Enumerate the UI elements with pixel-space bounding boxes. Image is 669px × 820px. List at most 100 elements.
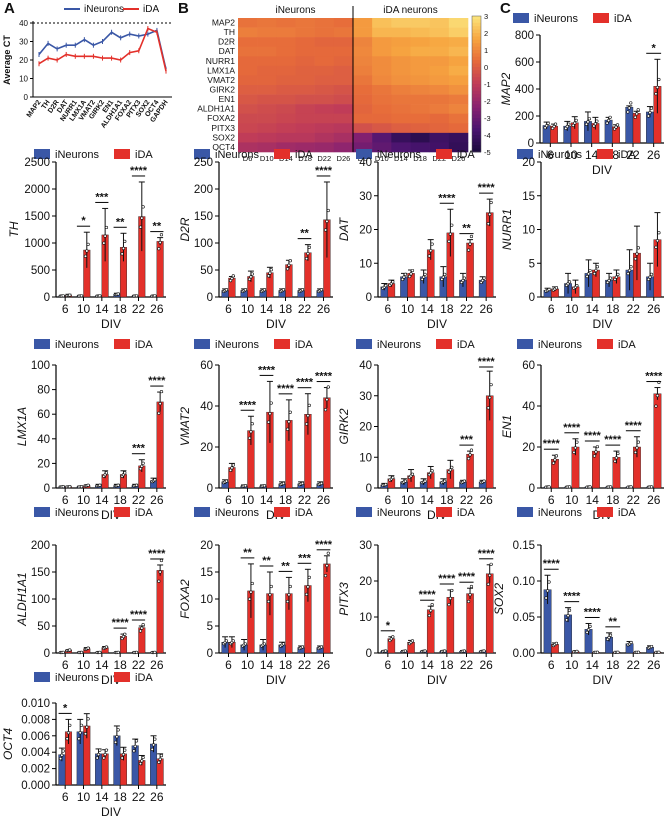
heatmap-cell bbox=[295, 94, 315, 105]
data-point bbox=[545, 589, 550, 593]
data-point bbox=[307, 403, 311, 407]
data-point bbox=[249, 430, 253, 434]
significance-label: **** bbox=[112, 617, 130, 629]
data-point bbox=[86, 646, 90, 650]
significance-label: **** bbox=[277, 383, 295, 395]
heatmap-cell bbox=[333, 123, 354, 134]
data-point bbox=[269, 268, 273, 272]
heatmap-cell bbox=[276, 113, 296, 124]
data-point bbox=[573, 446, 578, 450]
colorbar-segment bbox=[472, 107, 481, 112]
data-point bbox=[157, 579, 161, 583]
heatmap-cell bbox=[448, 123, 469, 134]
colorbar-tick-label: -5 bbox=[484, 148, 491, 157]
data-point bbox=[140, 759, 144, 763]
colorbar-segment bbox=[472, 26, 481, 30]
heatmap-cell bbox=[257, 123, 277, 134]
data-point bbox=[629, 485, 633, 489]
x-tick-label: 10 bbox=[565, 658, 579, 672]
legend-label-ineurons: iNeurons bbox=[377, 507, 422, 519]
significance-label: **** bbox=[315, 539, 333, 551]
data-point bbox=[467, 248, 471, 252]
heatmap-cell bbox=[372, 94, 392, 105]
data-point bbox=[443, 479, 447, 483]
y-tick-label: 0.00 bbox=[513, 648, 535, 660]
data-point bbox=[636, 108, 640, 112]
heatmap-cell bbox=[429, 113, 450, 124]
legend-label-ida: iDA bbox=[295, 149, 313, 161]
column-label: D6 bbox=[243, 154, 253, 163]
data-point bbox=[649, 272, 654, 276]
heatmap-cell bbox=[333, 56, 354, 67]
heatmap-cell bbox=[429, 94, 450, 105]
data-point bbox=[86, 483, 90, 487]
x-tick-label: 14 bbox=[260, 302, 274, 316]
legend-label-ida: iDA bbox=[135, 507, 153, 519]
data-point bbox=[567, 122, 571, 126]
colorbar-segment bbox=[472, 141, 481, 146]
colorbar-segment bbox=[472, 60, 481, 64]
data-point bbox=[626, 110, 630, 114]
y-tick-label: 0 bbox=[528, 138, 534, 150]
data-point bbox=[447, 470, 451, 474]
data-point bbox=[83, 732, 88, 736]
data-point bbox=[586, 272, 591, 276]
colorbar-segment bbox=[472, 148, 481, 153]
heatmap-cell bbox=[391, 65, 411, 76]
data-point bbox=[262, 642, 267, 646]
y-axis-gene-label: EN1 bbox=[500, 415, 514, 438]
legend-swatch-ida bbox=[436, 339, 452, 349]
significance-label: * bbox=[652, 42, 657, 54]
heatmap-cell bbox=[410, 113, 430, 124]
x-tick-label: 10 bbox=[77, 493, 91, 507]
y-axis-gene-label: LMX1A bbox=[15, 407, 29, 446]
data-point bbox=[79, 485, 84, 489]
x-tick-label: 18 bbox=[113, 302, 127, 316]
y-tick-label: 15 bbox=[522, 191, 535, 203]
heatmap-cell bbox=[257, 132, 277, 143]
heatmap-cell bbox=[448, 37, 469, 48]
colorbar-segment bbox=[472, 84, 481, 88]
data-point bbox=[288, 410, 292, 414]
significance-label: **** bbox=[258, 364, 276, 376]
x-tick-label: 18 bbox=[113, 493, 127, 507]
colorbar-segment bbox=[472, 67, 481, 71]
legend-swatch-ineurons bbox=[194, 149, 210, 159]
heatmap-cell bbox=[372, 75, 392, 86]
panel-label-c: C bbox=[500, 0, 511, 17]
y-tick-label: 40 bbox=[37, 434, 50, 446]
data-point bbox=[482, 649, 486, 653]
x-tick-label: 6 bbox=[547, 148, 554, 162]
heatmap-cell bbox=[410, 104, 430, 115]
y-tick-label: 80 bbox=[37, 385, 50, 397]
heatmap-cell bbox=[238, 94, 258, 105]
data-point bbox=[83, 254, 88, 258]
x-tick-label: 26 bbox=[317, 658, 331, 672]
bar-ida bbox=[323, 397, 331, 489]
data-point bbox=[391, 280, 395, 284]
y-axis-gene-label: TH bbox=[7, 221, 21, 237]
heatmap-cell bbox=[276, 56, 296, 67]
data-point bbox=[614, 125, 618, 129]
heatmap-cell bbox=[295, 104, 315, 115]
heatmap-cell bbox=[257, 104, 277, 115]
colorbar-segment bbox=[472, 131, 481, 136]
data-point bbox=[104, 748, 109, 752]
y-axis-gene-label: ALDH1A1 bbox=[15, 572, 29, 626]
data-point bbox=[384, 482, 388, 487]
data-point bbox=[595, 119, 599, 123]
heatmap-cell bbox=[391, 142, 411, 153]
x-tick-label: 22 bbox=[298, 493, 312, 507]
y-tick-label: 0.000 bbox=[21, 780, 50, 792]
heatmap-cell bbox=[410, 94, 430, 105]
data-point bbox=[384, 649, 388, 653]
heatmap-cell bbox=[276, 123, 296, 134]
heatmap-cell bbox=[333, 113, 354, 124]
data-point bbox=[103, 752, 107, 757]
heatmap-cell bbox=[257, 94, 277, 105]
data-point bbox=[77, 737, 81, 741]
heatmap-cell bbox=[429, 37, 450, 48]
data-point bbox=[268, 593, 272, 597]
legend-label-ineurons: iNeurons bbox=[55, 672, 100, 684]
